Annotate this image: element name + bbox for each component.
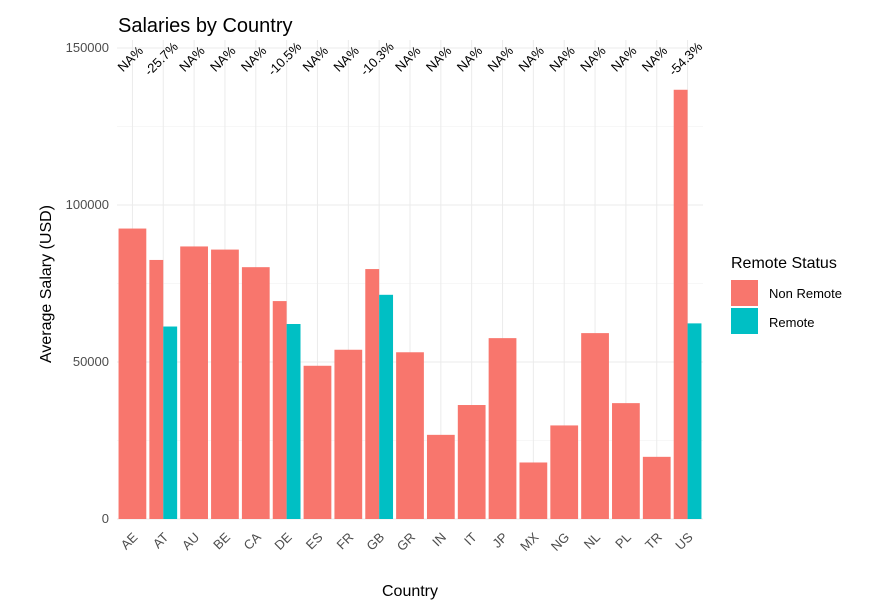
legend-title: Remote Status xyxy=(731,255,837,272)
bar-be-non-remote xyxy=(211,249,239,519)
y-tick-label: 50000 xyxy=(73,354,109,369)
percent-label-us: -54.3% xyxy=(666,39,706,79)
bar-mx-non-remote xyxy=(519,462,548,519)
bar-gb-remote xyxy=(379,294,394,519)
bar-tr-non-remote xyxy=(642,456,671,519)
legend: Remote Status Non Remote Remote xyxy=(731,255,842,334)
bar-jp-non-remote xyxy=(488,338,517,519)
legend-label-remote: Remote xyxy=(769,315,815,330)
bar-de-non-remote xyxy=(272,301,287,519)
bar-us-remote xyxy=(687,323,702,519)
y-axis-title: Average Salary (USD) xyxy=(38,205,55,363)
bar-at-non-remote xyxy=(149,259,164,519)
x-tick-label-au: AU xyxy=(179,530,202,553)
percent-label-gb: -10.3% xyxy=(357,39,397,79)
legend-swatch-remote xyxy=(731,308,758,334)
bar-gb-non-remote xyxy=(365,269,380,519)
x-tick-label-ng: NG xyxy=(548,530,572,554)
bar-pl-non-remote xyxy=(612,403,640,519)
percent-label-de: -10.5% xyxy=(265,39,305,79)
bar-us-non-remote xyxy=(673,89,688,520)
bar-es-non-remote xyxy=(303,365,332,519)
x-axis-title: Country xyxy=(382,583,438,600)
x-tick-label-be: BE xyxy=(210,529,233,552)
x-tick-label-it: IT xyxy=(461,529,480,548)
x-tick-label-at: AT xyxy=(150,529,172,551)
bar-au-non-remote xyxy=(180,246,208,519)
x-tick-label-nl: NL xyxy=(581,530,603,552)
y-axis-ticks: 0 50000 100000 150000 xyxy=(66,40,109,526)
x-tick-label-ae: AE xyxy=(118,529,141,552)
bar-nl-non-remote xyxy=(581,333,609,519)
x-tick-label-pl: PL xyxy=(612,530,634,552)
bar-ng-non-remote xyxy=(550,425,579,519)
x-tick-label-tr: TR xyxy=(642,530,665,553)
percent-label-at: -25.7% xyxy=(141,39,181,79)
x-tick-label-ca: CA xyxy=(241,529,265,553)
x-tick-label-gr: GR xyxy=(394,530,418,554)
legend-swatch-non-remote xyxy=(731,280,758,306)
bar-de-remote xyxy=(286,324,301,519)
y-tick-label: 150000 xyxy=(66,40,109,55)
y-tick-label: 100000 xyxy=(66,197,109,212)
chart-title: Salaries by Country xyxy=(118,15,293,37)
x-tick-label-in: IN xyxy=(429,530,449,550)
bar-ca-non-remote xyxy=(241,267,270,519)
x-tick-label-gb: GB xyxy=(363,530,387,554)
x-tick-label-fr: FR xyxy=(334,530,357,553)
bar-it-non-remote xyxy=(457,405,486,519)
x-axis-ticks: AE AT AU BE CA DE ES FR GB GR IN IT JP MX NG NL PL TR US xyxy=(118,529,696,554)
bar-ae-non-remote xyxy=(118,228,147,520)
bar-gr-non-remote xyxy=(396,352,424,519)
x-tick-label-de: DE xyxy=(271,529,295,553)
bar-layer xyxy=(118,89,702,520)
bar-in-non-remote xyxy=(426,434,455,519)
x-tick-label-es: ES xyxy=(303,529,326,552)
legend-label-non-remote: Non Remote xyxy=(769,286,842,301)
x-tick-label-jp: JP xyxy=(489,530,510,551)
x-tick-label-mx: MX xyxy=(517,529,542,554)
x-tick-label-us: US xyxy=(672,529,696,553)
y-tick-label: 0 xyxy=(102,511,109,526)
bar-at-remote xyxy=(163,326,178,519)
bar-fr-non-remote xyxy=(334,349,363,519)
